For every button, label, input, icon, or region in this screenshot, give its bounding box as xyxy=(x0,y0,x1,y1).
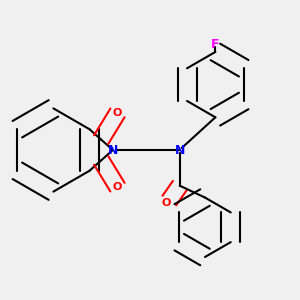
Text: O: O xyxy=(113,182,122,192)
Text: N: N xyxy=(108,143,118,157)
Text: N: N xyxy=(175,143,185,157)
Text: O: O xyxy=(162,199,171,208)
Text: O: O xyxy=(113,108,122,118)
Text: F: F xyxy=(211,38,220,51)
